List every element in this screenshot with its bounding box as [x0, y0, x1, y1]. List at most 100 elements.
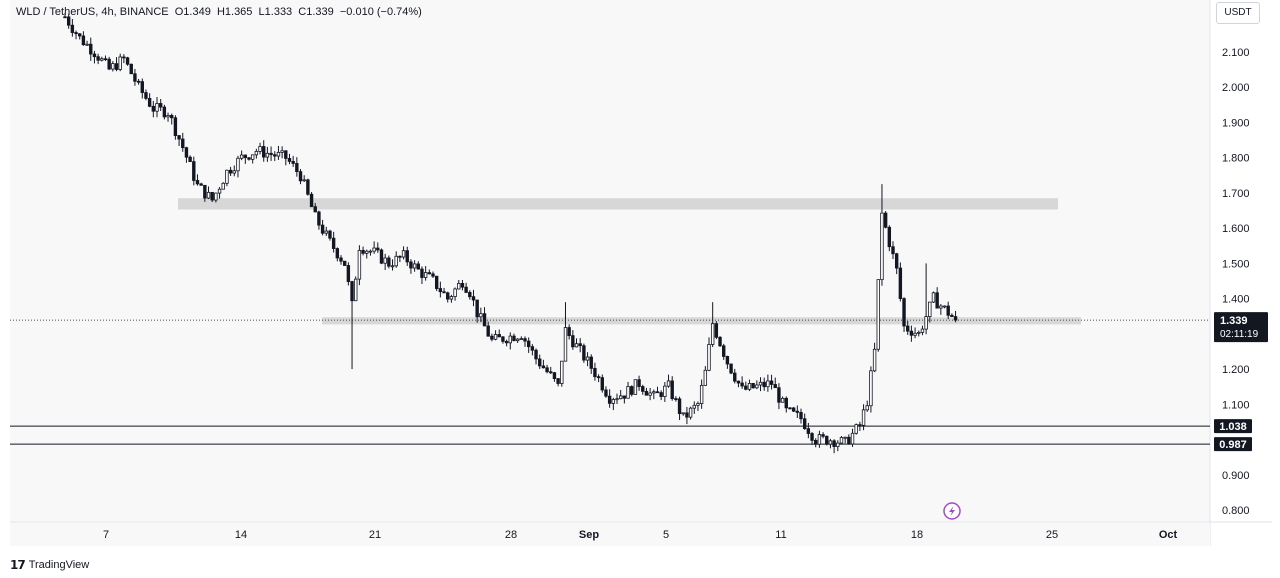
- candle: [162, 104, 167, 120]
- candle-body: [313, 206, 317, 213]
- candle: [210, 191, 214, 203]
- candle-body: [103, 58, 108, 61]
- candle-body: [280, 150, 284, 153]
- candle: [843, 436, 847, 444]
- candle-body: [563, 327, 568, 362]
- candle-body: [519, 338, 524, 341]
- candle-body: [780, 397, 785, 403]
- candle: [618, 389, 623, 400]
- candle: [239, 150, 244, 161]
- ohlc-values: O1.349 H1.365 L1.333 C1.339 −0.010 (−0.7…: [174, 6, 422, 18]
- candles-layer: [63, 12, 958, 454]
- candle-body: [630, 386, 634, 395]
- candle-body: [250, 154, 255, 160]
- candle: [714, 321, 719, 340]
- candle: [118, 53, 122, 72]
- price-tick-label: 2.000: [1222, 82, 1250, 94]
- candle: [563, 302, 568, 362]
- candle-body: [298, 171, 303, 182]
- currency-button[interactable]: USDT: [1216, 2, 1260, 24]
- candle: [225, 169, 229, 187]
- time-axis[interactable]: 7 14 21 28 Sep 5 11 18 25 Oct: [103, 529, 1178, 541]
- candle: [526, 337, 531, 353]
- candle-body: [376, 247, 380, 251]
- candle-body: [265, 152, 270, 158]
- candle-body: [894, 253, 899, 269]
- candle: [858, 421, 862, 431]
- candle: [883, 211, 888, 229]
- candle: [460, 279, 465, 291]
- candle: [438, 281, 443, 298]
- candle-body: [523, 338, 527, 342]
- candle: [420, 266, 424, 284]
- candle-body: [578, 343, 582, 347]
- candle: [508, 332, 512, 350]
- candle: [125, 56, 130, 66]
- candle: [136, 78, 141, 85]
- candle: [924, 263, 928, 335]
- candle-body: [155, 103, 159, 112]
- candle: [733, 368, 737, 384]
- candle: [409, 259, 413, 274]
- candle: [177, 134, 181, 147]
- candle-body: [526, 340, 531, 348]
- candle: [92, 50, 97, 64]
- candle-body: [129, 63, 133, 75]
- candle-body: [788, 407, 792, 410]
- price-tick-label: 1.200: [1222, 364, 1250, 376]
- candle-body: [320, 224, 325, 234]
- candle-body: [839, 437, 844, 444]
- candle-body: [192, 161, 196, 181]
- candle-body: [464, 286, 468, 293]
- candle: [114, 57, 119, 72]
- price-tick-label: 1.900: [1222, 117, 1250, 129]
- candle-body: [733, 372, 737, 382]
- candle-body: [453, 288, 457, 297]
- price-axis[interactable]: 2.100 2.000 1.900 1.800 1.700 1.600 1.500 1.400…: [1222, 47, 1250, 517]
- candle-body: [96, 56, 100, 61]
- candle: [869, 366, 873, 413]
- candle: [328, 229, 332, 241]
- candle-body: [306, 179, 310, 195]
- candle: [652, 389, 656, 400]
- candle-body: [199, 183, 203, 186]
- candle-body: [89, 43, 93, 55]
- candle-body: [707, 343, 711, 371]
- candle-body: [276, 151, 281, 157]
- candle: [446, 291, 450, 303]
- candle-body: [696, 403, 700, 406]
- candle-body: [416, 263, 420, 270]
- candle-body: [368, 250, 373, 253]
- candle: [464, 282, 468, 294]
- candle-body: [758, 381, 763, 386]
- price-tick-label: 1.700: [1222, 188, 1250, 200]
- candle: [479, 307, 483, 323]
- candle: [777, 383, 781, 410]
- candle: [405, 246, 409, 266]
- flash-icon[interactable]: [943, 502, 961, 520]
- candle-body: [177, 135, 181, 140]
- candle-body: [383, 257, 387, 264]
- candle-body: [331, 237, 336, 249]
- candle: [78, 33, 82, 40]
- candle-body: [471, 296, 476, 301]
- candle: [939, 303, 943, 315]
- candle-body: [118, 56, 122, 70]
- candle-body: [795, 410, 800, 413]
- candle-body: [755, 384, 759, 389]
- candle-body: [880, 212, 884, 281]
- candle-body: [66, 16, 71, 26]
- candle: [199, 182, 203, 186]
- candle: [504, 339, 509, 347]
- candle: [63, 12, 67, 19]
- candle-body: [736, 380, 741, 384]
- candle: [471, 289, 476, 307]
- candle-body: [486, 325, 490, 337]
- candle: [821, 432, 825, 439]
- candle-body: [457, 283, 461, 290]
- candle-body: [843, 436, 847, 439]
- candle: [677, 396, 682, 421]
- candle: [313, 203, 317, 213]
- candle-body: [817, 434, 822, 445]
